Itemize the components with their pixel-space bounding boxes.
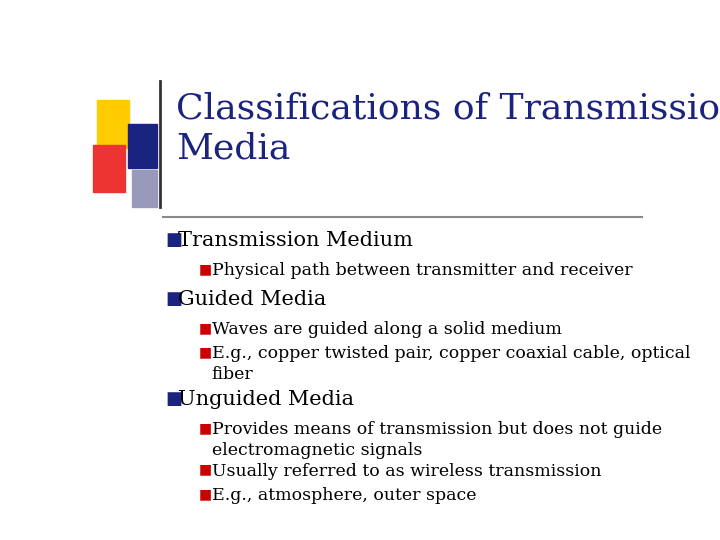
Text: Usually referred to as wireless transmission: Usually referred to as wireless transmis… xyxy=(212,463,601,480)
Text: ■: ■ xyxy=(199,463,212,477)
Text: ■: ■ xyxy=(199,421,212,435)
FancyBboxPatch shape xyxy=(132,170,157,207)
Text: ■: ■ xyxy=(166,290,182,308)
Text: E.g., atmosphere, outer space: E.g., atmosphere, outer space xyxy=(212,487,476,504)
Text: Waves are guided along a solid medium: Waves are guided along a solid medium xyxy=(212,321,562,338)
Text: ■: ■ xyxy=(199,487,212,501)
Text: ■: ■ xyxy=(199,345,212,359)
Text: ■: ■ xyxy=(199,262,212,276)
FancyBboxPatch shape xyxy=(128,124,157,167)
FancyBboxPatch shape xyxy=(93,145,125,192)
FancyBboxPatch shape xyxy=(96,100,129,148)
Text: Provides means of transmission but does not guide
electromagnetic signals: Provides means of transmission but does … xyxy=(212,421,662,459)
Text: E.g., copper twisted pair, copper coaxial cable, optical
fiber: E.g., copper twisted pair, copper coaxia… xyxy=(212,345,690,383)
Text: Classifications of Transmission
Media: Classifications of Transmission Media xyxy=(176,92,720,165)
Text: Unguided Media: Unguided Media xyxy=(178,390,354,409)
Text: ■: ■ xyxy=(166,390,182,408)
Text: Transmission Medium: Transmission Medium xyxy=(178,231,413,250)
Text: ■: ■ xyxy=(199,321,212,335)
Text: ■: ■ xyxy=(166,231,182,249)
Text: Physical path between transmitter and receiver: Physical path between transmitter and re… xyxy=(212,262,632,279)
Text: Guided Media: Guided Media xyxy=(178,290,326,309)
